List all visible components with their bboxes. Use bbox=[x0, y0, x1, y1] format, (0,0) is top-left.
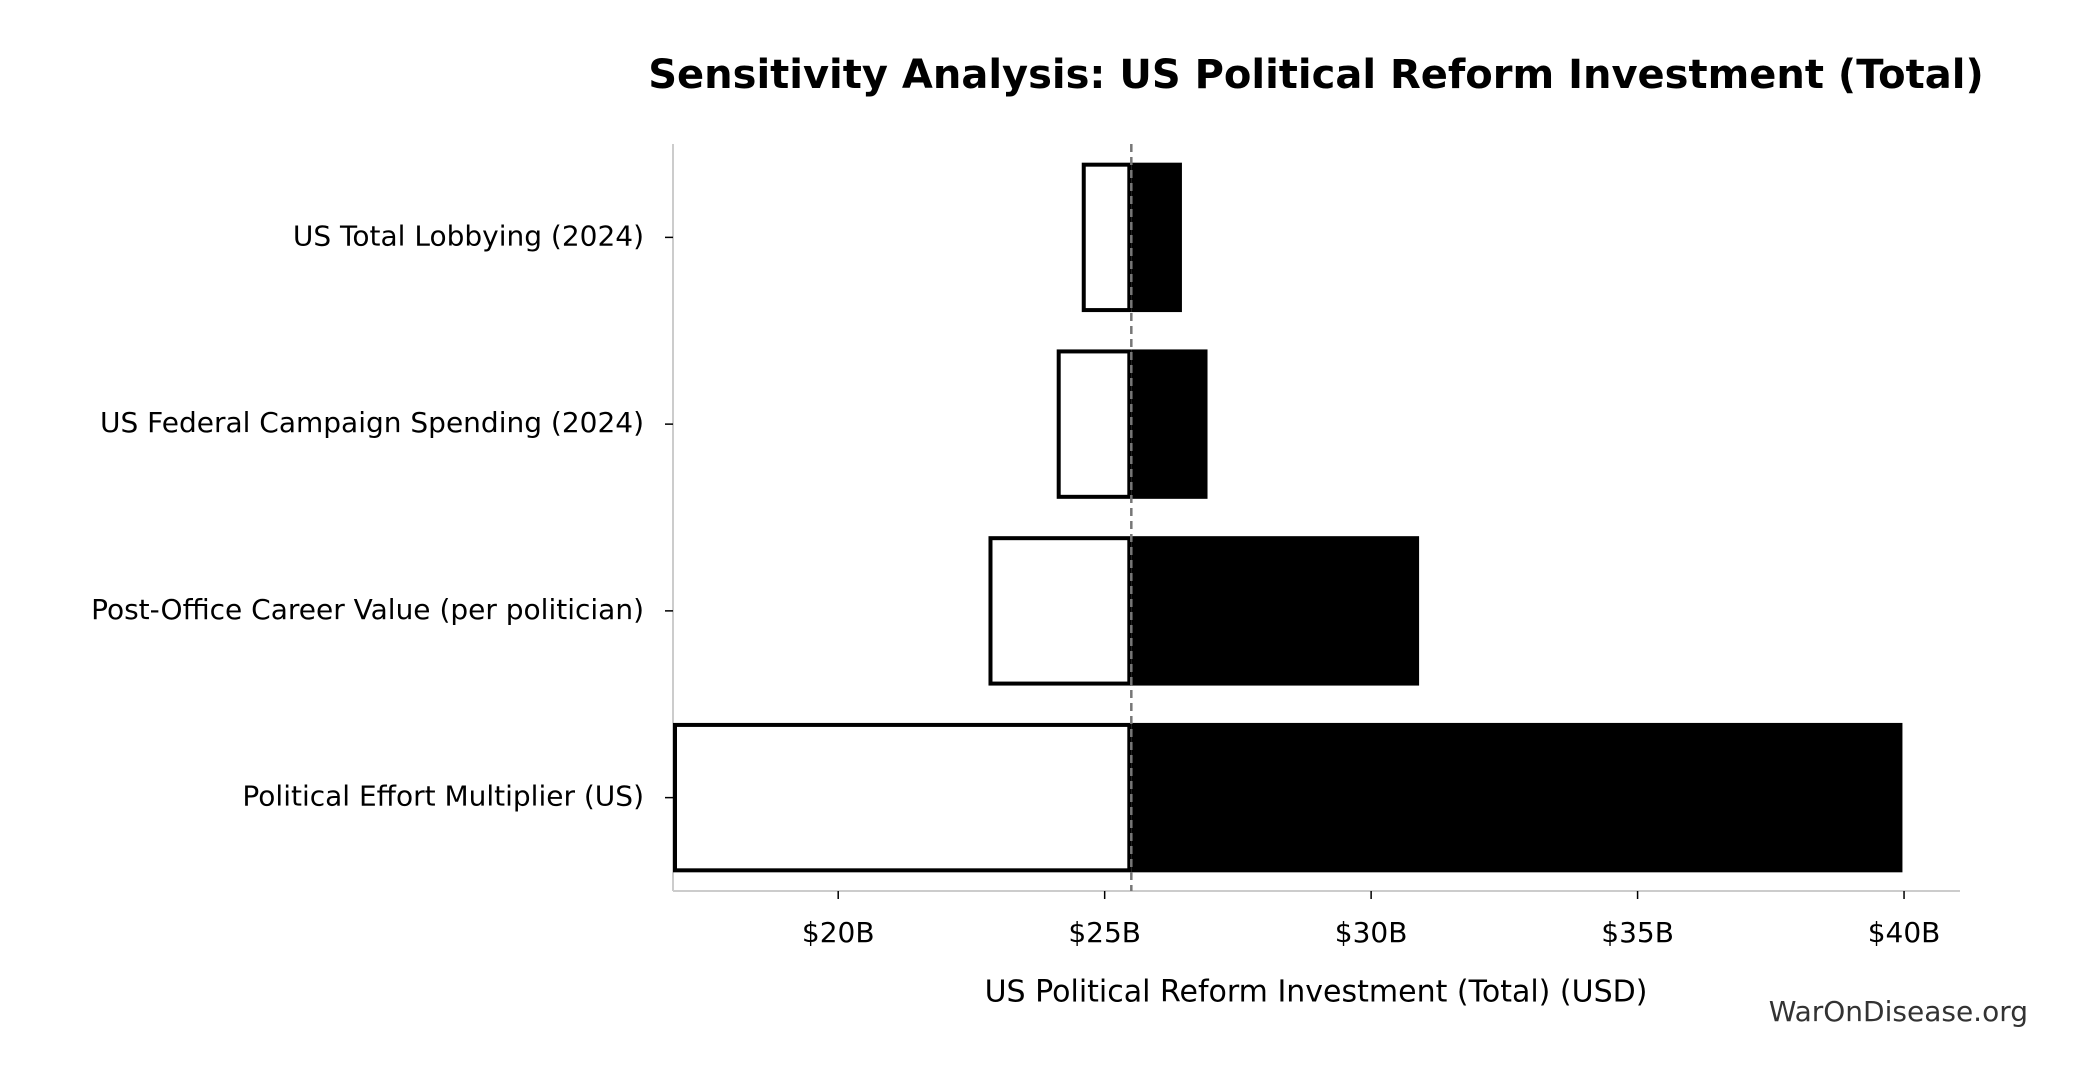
x-tick-label: $30B bbox=[1335, 916, 1408, 949]
low-bar bbox=[1056, 349, 1132, 499]
low-bar bbox=[988, 536, 1132, 686]
low-bar bbox=[673, 722, 1132, 873]
x-axis-label: US Political Reform Investment (Total) (… bbox=[985, 975, 1648, 1010]
y-tick-label: US Federal Campaign Spending (2024) bbox=[100, 406, 644, 439]
high-bar bbox=[1131, 162, 1182, 313]
x-tick-label: $20B bbox=[802, 916, 875, 949]
watermark: WarOnDisease.org bbox=[1769, 995, 2028, 1028]
y-tick-label: Post-Office Career Value (per politician… bbox=[91, 593, 644, 626]
x-tick-label: $40B bbox=[1868, 916, 1941, 949]
low-bar bbox=[1081, 162, 1132, 313]
x-tick-label: $25B bbox=[1068, 916, 1141, 949]
y-tick-label: US Total Lobbying (2024) bbox=[293, 219, 644, 252]
y-tick-label: Political Effort Multiplier (US) bbox=[242, 780, 644, 813]
x-tick-label: $35B bbox=[1601, 916, 1674, 949]
high-bar bbox=[1131, 722, 1903, 873]
high-bar bbox=[1131, 536, 1420, 686]
chart-title: Sensitivity Analysis: US Political Refor… bbox=[648, 52, 1984, 98]
high-bar bbox=[1131, 349, 1208, 499]
